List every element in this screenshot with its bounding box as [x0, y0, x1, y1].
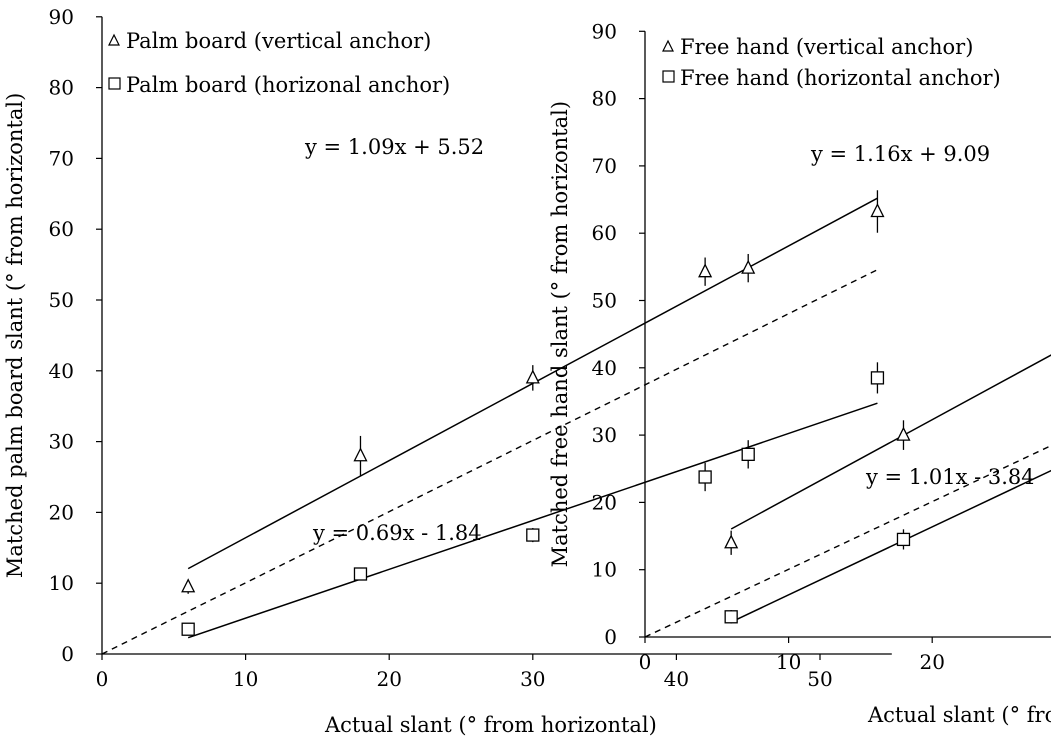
- x-tick-label: 10: [776, 650, 801, 674]
- x-tick-label: 0: [96, 667, 109, 691]
- x-tick-label: 40: [664, 667, 689, 691]
- y-axis-title: Matched palm board slant (° from horizon…: [3, 93, 27, 578]
- x-tick-label: 10: [233, 667, 258, 691]
- fit-line-series-1: [730, 354, 1051, 530]
- legend-triangle-icon: [108, 33, 120, 46]
- legend-square-icon: [108, 77, 121, 90]
- y-tick-label: 30: [592, 423, 617, 447]
- y-tick-label: 50: [49, 288, 74, 312]
- x-tick-label: 20: [376, 667, 401, 691]
- y-tick-label: 80: [49, 76, 74, 100]
- triangle-marker: [698, 263, 713, 278]
- x-tick-label: 0: [639, 650, 652, 674]
- identity-line: [644, 444, 1051, 638]
- x-axis-title: Actual slant (° from horizontal): [867, 703, 1051, 727]
- y-axis-title: Matched free hand slant (° from horizont…: [548, 101, 572, 567]
- y-tick-label: 40: [49, 359, 74, 383]
- fit-equation-label: y = 1.09x + 5.52: [304, 135, 484, 159]
- y-tick-label: 10: [49, 571, 74, 595]
- y-tick-label: 0: [61, 642, 74, 666]
- identity-line: [101, 269, 878, 655]
- square-marker: [896, 532, 911, 547]
- triangle-marker: [741, 259, 756, 274]
- y-tick-label: 90: [592, 19, 617, 43]
- x-tick-label: 20: [919, 650, 944, 674]
- y-tick-label: 80: [592, 87, 617, 111]
- y-tick-label: 40: [592, 356, 617, 380]
- fit-line-series-2: [730, 469, 1051, 623]
- y-tick-label: 90: [49, 5, 74, 29]
- legend-triangle-icon: [662, 39, 674, 52]
- y-tick-label: 0: [604, 625, 617, 649]
- fit-equation-label: y = 0.69x - 1.84: [312, 521, 482, 545]
- x-tick-label: 30: [520, 667, 545, 691]
- legend-label: Free hand (horizontal anchor): [680, 66, 1001, 90]
- square-marker: [870, 371, 885, 385]
- legend-label: Free hand (vertical anchor): [680, 35, 973, 59]
- square-marker: [353, 567, 368, 581]
- y-tick-label: 70: [49, 146, 74, 170]
- legend-label: Palm board (vertical anchor): [126, 29, 431, 53]
- x-axis-title: Actual slant (° from horizontal): [324, 713, 657, 737]
- y-tick-label: 50: [592, 289, 617, 313]
- y-tick-label: 20: [49, 500, 74, 524]
- square-marker: [741, 447, 755, 461]
- triangle-marker: [870, 203, 885, 218]
- y-tick-label: 60: [592, 221, 617, 245]
- legend-square-icon: [662, 70, 675, 83]
- square-marker: [181, 622, 195, 636]
- chart-panel-1: 0 10 20 30 40 50 0 10 20 30 40 50 60 70 80 90 Actual sla…: [3, 5, 892, 737]
- square-marker: [698, 470, 712, 484]
- legend-label: Palm board (horizonal anchor): [126, 73, 450, 97]
- fit-equation-label: y = 1.16x + 9.09: [810, 142, 990, 166]
- y-tick-label: 30: [49, 430, 74, 454]
- triangle-marker: [353, 447, 368, 462]
- fit-line-series-2: [187, 402, 878, 639]
- triangle-marker: [724, 534, 739, 549]
- y-tick-label: 70: [592, 154, 617, 178]
- fit-equation-label: y = 1.01x - 3.84: [865, 465, 1035, 489]
- square-marker: [526, 528, 540, 542]
- y-tick-label: 20: [592, 490, 617, 514]
- triangle-marker: [896, 426, 911, 441]
- y-tick-label: 60: [49, 217, 74, 241]
- x-tick-label: 50: [807, 667, 832, 691]
- triangle-marker: [525, 369, 540, 384]
- square-marker: [724, 610, 738, 624]
- y-tick-label: 10: [592, 558, 617, 582]
- triangle-marker: [181, 578, 196, 593]
